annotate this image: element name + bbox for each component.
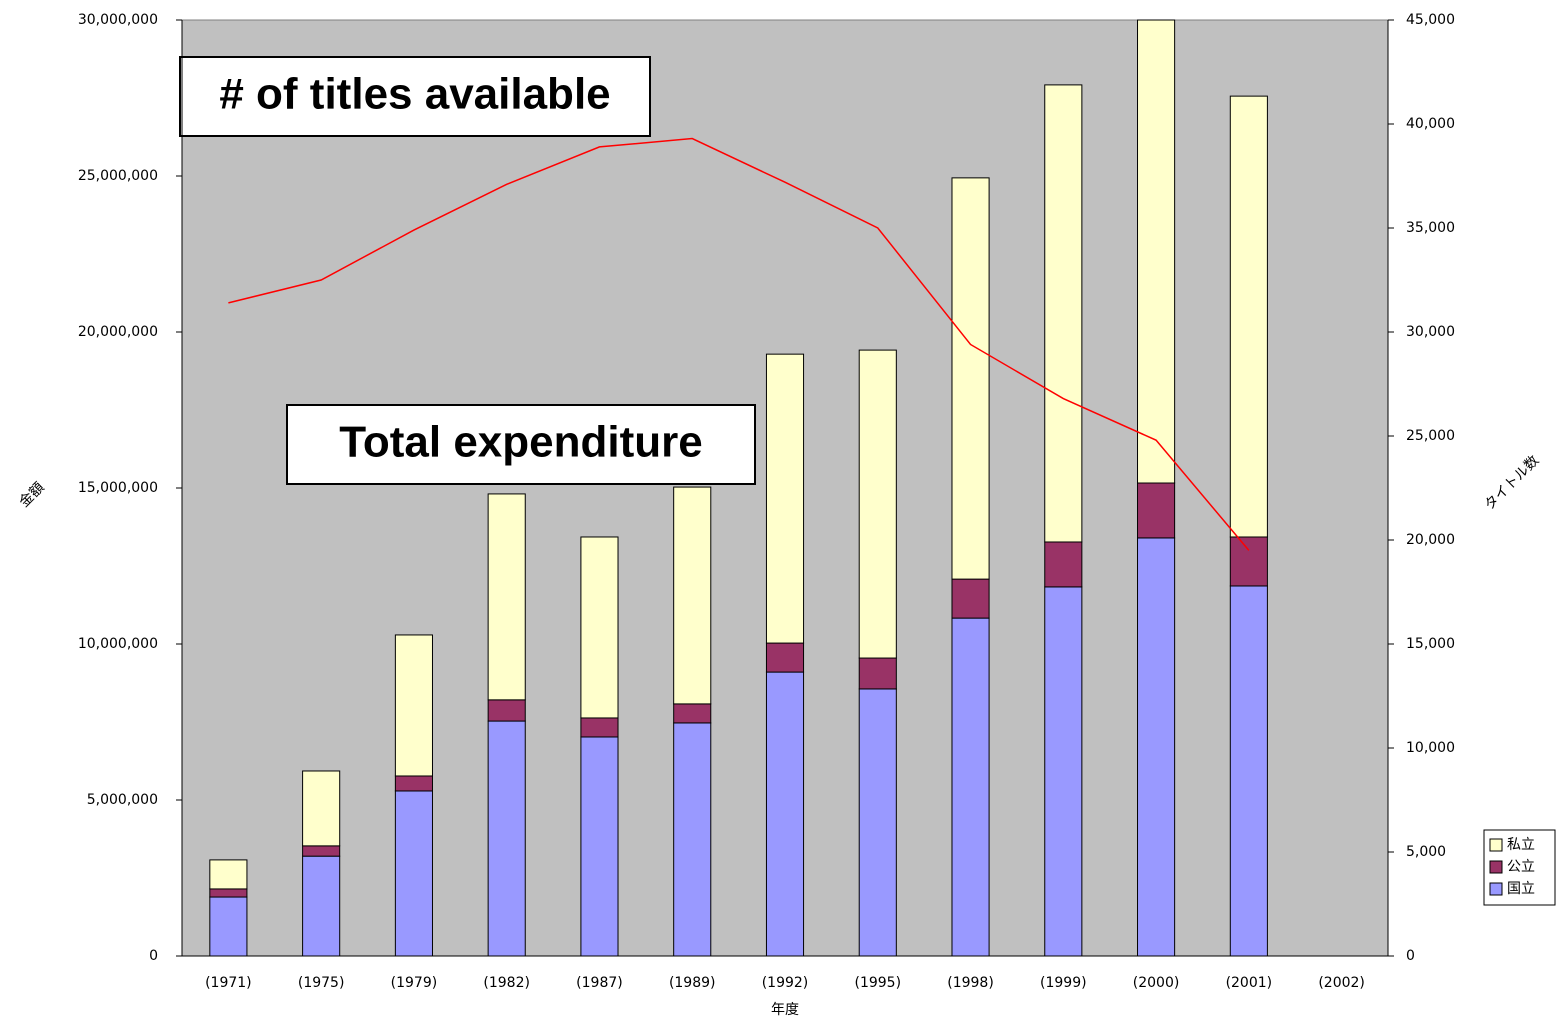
bar-segment xyxy=(673,486,712,705)
bar-segment xyxy=(858,688,897,957)
annotation: Total expenditure xyxy=(339,418,702,467)
y2-tick-label: 15,000 xyxy=(1406,636,1455,652)
bar-segment xyxy=(209,896,248,957)
bar-segment xyxy=(394,634,433,777)
bar-segment xyxy=(765,642,805,673)
bar-segment xyxy=(302,770,341,847)
bar-segment xyxy=(1229,536,1268,587)
x-tick-label: (1975) xyxy=(298,975,345,991)
y-axis-label: 金額 xyxy=(16,479,47,510)
bar-segment xyxy=(1137,537,1176,957)
annotation: # of titles available xyxy=(219,70,610,119)
x-tick-label: (1998) xyxy=(947,975,994,991)
y2-tick-label: 25,000 xyxy=(1406,428,1455,444)
bar-segment xyxy=(951,177,990,580)
x-tick-label: (2001) xyxy=(1226,975,1273,991)
x-tick-label: (1979) xyxy=(391,975,438,991)
bar-segment xyxy=(1137,19,1176,484)
y2-tick-label: 40,000 xyxy=(1406,116,1455,132)
bar-segment xyxy=(394,775,433,792)
bar-segment xyxy=(951,617,990,957)
y2-tick-label: 45,000 xyxy=(1406,12,1455,28)
y-tick-label: 0 xyxy=(149,948,158,964)
legend-swatch xyxy=(1489,882,1503,896)
y2-tick-label: 0 xyxy=(1406,948,1415,964)
bar-segment xyxy=(1044,541,1083,588)
annotation-box xyxy=(286,404,756,485)
bar-segment xyxy=(673,722,712,957)
bar-segment xyxy=(1137,482,1176,539)
bar-segment xyxy=(765,353,805,644)
y2-tick-label: 5,000 xyxy=(1406,844,1446,860)
bar-segment xyxy=(302,855,341,957)
legend-label: 公立 xyxy=(1507,859,1535,875)
legend-label: 私立 xyxy=(1507,837,1535,853)
bar-segment xyxy=(487,699,526,722)
y2-tick-label: 30,000 xyxy=(1406,324,1455,340)
y-tick-label: 15,000,000 xyxy=(78,480,158,496)
bar-segment xyxy=(1229,95,1268,538)
y-tick-label: 10,000,000 xyxy=(78,636,158,652)
bar-segment xyxy=(673,703,712,724)
bar-segment xyxy=(580,736,619,957)
x-tick-label: (1999) xyxy=(1040,975,1087,991)
bar-segment xyxy=(858,349,897,659)
bar-segment xyxy=(1229,585,1268,957)
bar-segment xyxy=(302,845,341,857)
bar-segment xyxy=(580,717,619,738)
y-tick-label: 5,000,000 xyxy=(87,792,158,808)
legend-swatch xyxy=(1489,860,1503,874)
bar-segment xyxy=(951,578,990,619)
y2-axis-label: タイトル数 xyxy=(1482,453,1543,514)
x-tick-label: (1992) xyxy=(762,975,809,991)
x-tick-label: (1987) xyxy=(576,975,623,991)
y-tick-label: 20,000,000 xyxy=(78,324,158,340)
bar-segment xyxy=(1044,586,1083,957)
x-axis-label: 年度 xyxy=(771,1002,799,1018)
line xyxy=(228,137,1250,551)
bar-segment xyxy=(209,859,248,890)
bar-segment xyxy=(765,671,805,957)
bar-segment xyxy=(858,657,897,690)
bar-segment xyxy=(209,888,248,898)
x-tick-label: (1995) xyxy=(854,975,901,991)
y-tick-label: 30,000,000 xyxy=(78,12,158,28)
y2-tick-label: 20,000 xyxy=(1406,532,1455,548)
legend-swatch xyxy=(1489,838,1503,852)
bar-segment xyxy=(1044,84,1083,543)
bar-segment xyxy=(394,790,433,957)
x-tick-label: (2000) xyxy=(1133,975,1180,991)
bar-segment xyxy=(487,720,526,957)
x-tick-label: (1971) xyxy=(205,975,252,991)
y-tick-label: 25,000,000 xyxy=(78,168,158,184)
x-tick-label: (1982) xyxy=(483,975,530,991)
x-tick-label: (1989) xyxy=(669,975,716,991)
legend-label: 国立 xyxy=(1507,881,1535,897)
bar-segment xyxy=(487,493,526,701)
y2-tick-label: 35,000 xyxy=(1406,220,1455,236)
annotation-box xyxy=(179,56,651,137)
bar-segment xyxy=(580,536,619,719)
y2-tick-label: 10,000 xyxy=(1406,740,1455,756)
x-tick-label: (2002) xyxy=(1318,975,1365,991)
